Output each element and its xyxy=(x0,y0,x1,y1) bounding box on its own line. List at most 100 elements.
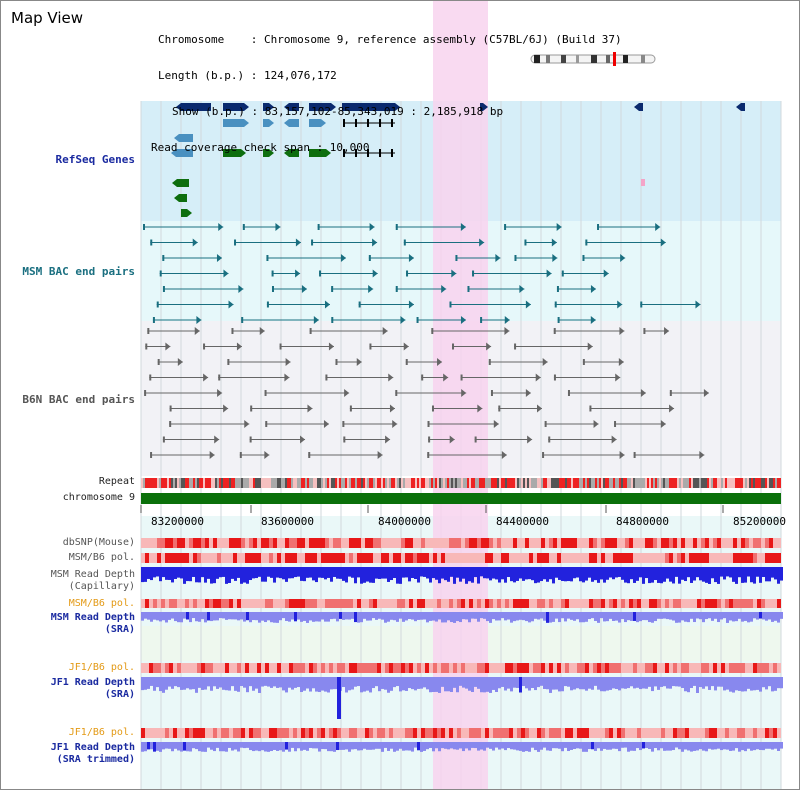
jf1-b6-pol-strip-2 xyxy=(417,728,421,738)
dbsnp-strip xyxy=(513,538,517,548)
jf1-depth-sra-bar xyxy=(774,677,777,691)
b6n-bac-pair-end xyxy=(437,358,443,366)
jf1-depth-trimmed-bar xyxy=(423,742,426,751)
msm-depth-capillary-bar xyxy=(705,567,708,583)
msm-depth-sra-bar xyxy=(516,612,519,621)
jf1-b6-pol-strip-2 xyxy=(689,728,693,738)
dbsnp-strip xyxy=(337,538,341,548)
msm-bac-pair-end xyxy=(525,300,531,309)
msm-depth-capillary-bar xyxy=(273,567,276,583)
msm-b6-pol-strip xyxy=(429,553,433,563)
jf1-b6-pol-strip xyxy=(177,663,181,673)
msm-depth-capillary-bar xyxy=(516,567,519,581)
msm-depth-capillary-bar xyxy=(390,567,393,581)
jf1-depth-trimmed-bar xyxy=(375,742,378,749)
msm-b6-pol-strip xyxy=(701,553,705,563)
gene-20-exon xyxy=(177,179,189,187)
msm-depth-sra-bar xyxy=(381,612,384,620)
jf1-depth-sra-bar xyxy=(663,677,666,687)
repeat-segment xyxy=(683,478,685,488)
jf1-b6-pol-strip-2 xyxy=(769,728,773,738)
msm-b6-pol-strip xyxy=(141,553,145,563)
jf1-depth-trimmed-bar xyxy=(762,742,765,751)
repeat-segment xyxy=(459,478,461,488)
jf1-b6-pol-strip xyxy=(593,663,597,673)
msm-b6-pol-strip xyxy=(705,553,709,563)
msm-b6-pol-strip xyxy=(669,553,673,563)
msm-bac-pair-end xyxy=(406,270,409,277)
msm-depth-capillary-bar xyxy=(348,567,351,577)
jf1-depth-sra-bar xyxy=(333,677,336,690)
jf1-depth-sra-bar xyxy=(282,677,285,691)
b6n-bac-pair-end xyxy=(279,343,282,350)
repeat-segment xyxy=(701,478,703,488)
msm-b6-pol-strip xyxy=(665,553,669,563)
msm-depth-sra-bar xyxy=(618,612,621,623)
msm-depth-sra-bar xyxy=(333,612,336,619)
jf1-b6-pol-strip xyxy=(573,663,577,673)
jf1-depth-trimmed-bar xyxy=(612,742,615,749)
msm-depth-sra-bar xyxy=(726,612,729,623)
jf1-b6-pol-strip-2 xyxy=(377,728,381,738)
repeat-segment xyxy=(661,478,663,488)
msm-b6-pol-strip-2 xyxy=(685,599,689,608)
repeat-segment xyxy=(499,478,501,488)
repeat-segment xyxy=(211,478,213,488)
msm-depth-sra-bar xyxy=(615,612,618,621)
msm-depth-capillary-bar xyxy=(582,567,585,583)
jf1-depth-sra-bar xyxy=(465,677,468,689)
jf1-depth-sra-bar xyxy=(525,677,528,689)
jf1-depth-sra-bar xyxy=(396,677,399,687)
msm-depth-sra-bar xyxy=(258,612,261,623)
msm-bac-pair-end xyxy=(403,239,406,246)
msm-bac-pair-end xyxy=(295,238,301,247)
repeat-segment xyxy=(497,478,499,488)
jf1-depth-sra-bar xyxy=(672,677,675,687)
gene-15-arrow xyxy=(171,149,176,157)
dbsnp-strip xyxy=(605,538,609,548)
repeat-segment xyxy=(409,478,411,488)
jf1-b6-pol-strip-2 xyxy=(301,728,305,738)
jf1-depth-trimmed-bar xyxy=(585,742,588,752)
dbsnp-strip xyxy=(621,538,625,548)
repeat-segment xyxy=(543,478,545,488)
track-label-msm-depth-capillary-sub: (Capillary) xyxy=(68,581,135,592)
track-label-msm-b6-pol-1: MSM/B6 pol. xyxy=(68,552,135,563)
msm-depth-sra-bar xyxy=(177,612,180,623)
repeat-segment xyxy=(577,478,579,488)
jf1-depth-sra-bar xyxy=(645,677,648,689)
repeat-segment xyxy=(597,478,599,488)
msm-b6-pol-strip-2 xyxy=(173,599,177,608)
jf1-depth-trimmed-bar xyxy=(543,742,546,748)
dbsnp-strip xyxy=(373,538,377,548)
gene-8-exon xyxy=(639,103,643,111)
jf1-depth-trimmed-bar xyxy=(192,742,195,749)
b6n-bac-pair-end xyxy=(460,374,463,381)
dbsnp-strip xyxy=(613,538,617,548)
jf1-b6-pol-strip-2 xyxy=(205,728,209,738)
jf1-depth-trimmed-bar xyxy=(255,742,258,751)
msm-b6-pol-strip xyxy=(673,553,677,563)
jf1-b6-pol-strip-2 xyxy=(189,728,193,738)
jf1-depth-sra-bar xyxy=(171,677,174,689)
jf1-b6-pol-strip xyxy=(437,663,441,673)
repeat-segment xyxy=(695,478,697,488)
msm-depth-capillary-bar xyxy=(672,567,675,584)
msm-b6-pol-strip-2 xyxy=(369,599,373,608)
repeat-segment xyxy=(489,478,491,488)
jf1-b6-pol-strip xyxy=(341,663,345,673)
jf1-depth-trimmed-bar xyxy=(315,742,318,749)
msm-depth-sra-bar xyxy=(702,612,705,623)
repeat-segment xyxy=(663,478,665,488)
b6n-bac-pair-end xyxy=(553,374,556,381)
msm-b6-pol-strip-2 xyxy=(749,599,753,608)
msm-depth-capillary-bar xyxy=(663,567,666,582)
jf1-depth-trimmed-bar xyxy=(336,742,339,751)
jf1-depth-sra-bar xyxy=(312,677,315,689)
jf1-b6-pol-strip xyxy=(629,663,633,673)
jf1-b6-pol-strip-2 xyxy=(193,728,197,738)
msm-b6-pol-strip xyxy=(297,553,301,563)
jf1-b6-pol-strip-2 xyxy=(445,728,449,738)
jf1-b6-pol-strip-2 xyxy=(141,728,145,738)
